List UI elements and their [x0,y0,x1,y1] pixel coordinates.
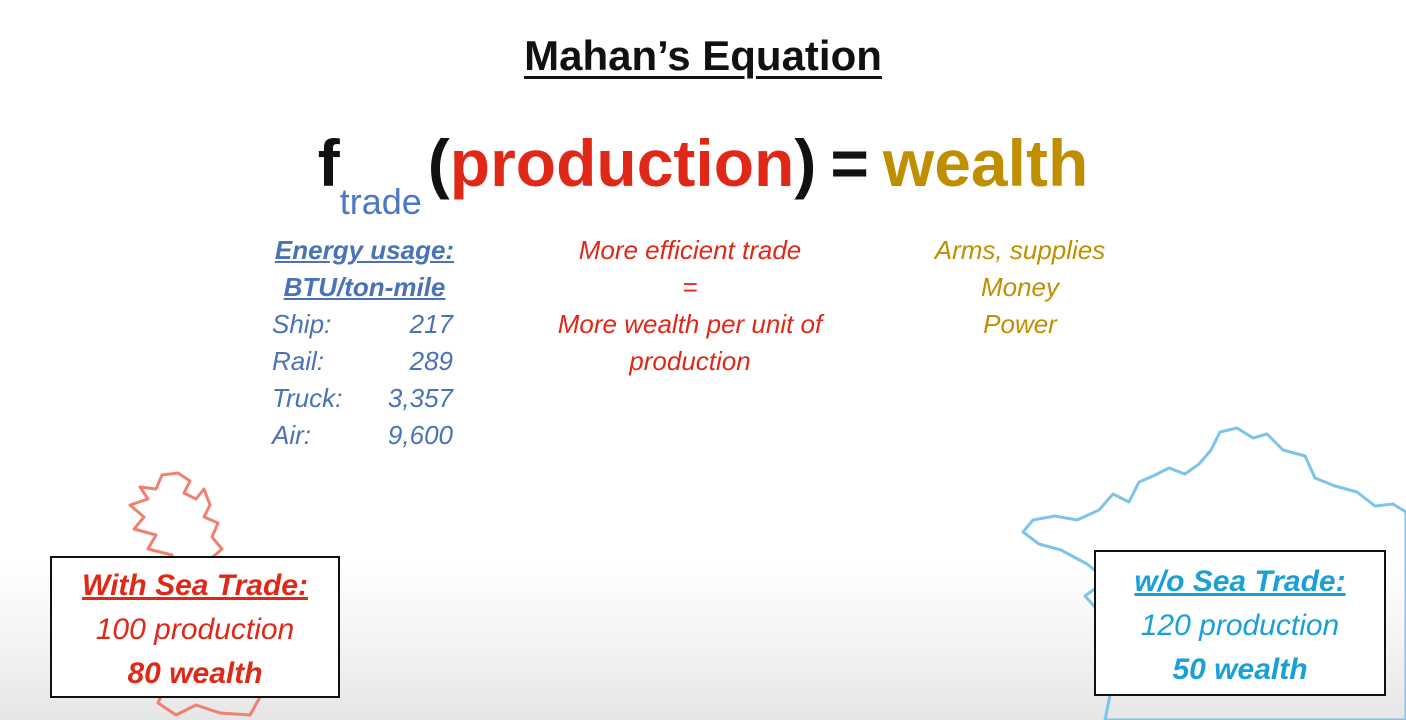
efficiency-note: More efficient trade = More wealth per u… [510,232,870,380]
equation-production: production [449,126,795,200]
energy-mode: Truck: [272,383,343,413]
france-map [1021,426,1406,720]
energy-value: 9,600 [387,420,453,450]
energy-value: 217 [409,309,453,339]
energy-row: Ship: 217 [262,306,467,343]
efficiency-line: production [629,346,751,376]
wealth-form-item: Power [983,309,1057,339]
box-production: 120 production [1140,609,1340,642]
equation: ftrade(production) = wealth [0,118,1406,247]
wealth-forms: Arms, supplies Money Power [900,232,1140,343]
equation-open-paren: ( [427,126,450,200]
energy-mode: Ship: [272,309,332,339]
efficiency-line: More efficient trade [578,235,802,265]
box-heading: With Sea Trade: [82,569,308,602]
energy-mode: Air: [272,420,311,450]
with-sea-trade-box: With Sea Trade: 100 production 80 wealth [50,556,340,698]
wealth-form-item: Arms, supplies [934,235,1106,265]
box-heading: w/o Sea Trade: [1134,565,1346,598]
equation-function: f [317,126,340,200]
energy-header-line1: Energy usage: [274,235,455,265]
energy-usage-column: Energy usage: BTU/ton-mile Ship: 217 Rai… [262,232,467,454]
efficiency-line: = [682,272,698,302]
energy-row: Rail: 289 [262,343,467,380]
box-wealth: 50 wealth [1172,653,1308,686]
energy-value: 3,357 [387,383,453,413]
energy-row: Air: 9,600 [262,417,467,454]
britain-map [128,471,262,717]
page-title: Mahan’s Equation [524,32,882,79]
energy-row: Truck: 3,357 [262,380,467,417]
equation-subscript: trade [339,181,422,222]
energy-mode: Rail: [272,346,325,376]
energy-header-line2: BTU/ton-mile [283,272,446,302]
without-sea-trade-box: w/o Sea Trade: 120 production 50 wealth [1094,550,1386,696]
box-wealth: 80 wealth [127,657,263,690]
equation-wealth: wealth [882,126,1089,200]
box-production: 100 production [95,613,295,646]
efficiency-line: More wealth per unit of [557,309,823,339]
wealth-form-item: Money [980,272,1060,302]
equation-close-paren: ) [794,126,817,200]
energy-value: 289 [409,346,453,376]
equation-equals: = [830,126,869,200]
